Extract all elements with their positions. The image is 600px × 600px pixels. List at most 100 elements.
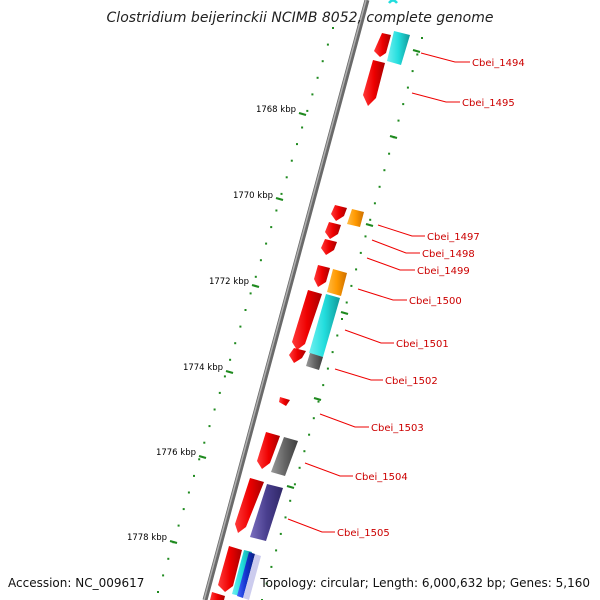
cog-box[interactable] xyxy=(250,484,283,541)
cds-arrow[interactable] xyxy=(218,546,242,592)
ring-dot xyxy=(193,474,195,477)
accession-label: Accession: NC_009617 xyxy=(8,576,144,590)
ring-dot xyxy=(316,76,319,79)
gene-label[interactable]: Cbei_1499 xyxy=(417,266,470,277)
cds-arrow[interactable] xyxy=(257,432,280,469)
gene-label[interactable]: Cbei_1503 xyxy=(371,423,424,434)
ring-dot xyxy=(270,565,273,568)
cds-arrow[interactable] xyxy=(210,592,225,600)
ring-dot xyxy=(280,192,283,195)
ring-dot xyxy=(249,292,252,295)
genome-summary: Topology: circular; Length: 6,000,632 bp… xyxy=(259,576,590,590)
gene-label[interactable]: Cbei_1498 xyxy=(422,249,475,260)
ring-dot xyxy=(332,27,334,29)
ring-dot xyxy=(336,334,339,337)
ring-dot xyxy=(341,318,343,320)
cog-box[interactable] xyxy=(327,269,347,296)
tick-label: 1778 kbp xyxy=(127,533,167,543)
gene-label[interactable]: Cbei_1495 xyxy=(462,98,515,109)
cds-arrow[interactable] xyxy=(363,60,385,106)
cds-arrow[interactable] xyxy=(331,205,347,221)
outer-dotted-ring xyxy=(157,27,334,593)
ring-dot xyxy=(350,284,353,287)
ring-dot xyxy=(326,367,329,370)
ring-dot xyxy=(162,574,165,577)
cog-box[interactable] xyxy=(387,31,410,65)
ring-dot xyxy=(157,591,159,593)
ring-dot xyxy=(326,43,329,46)
cog-box[interactable] xyxy=(309,294,340,357)
ring-dot xyxy=(378,185,381,188)
cog-box[interactable] xyxy=(347,209,364,227)
ring-dot xyxy=(254,275,257,278)
gene-label[interactable]: Cbei_1501 xyxy=(396,339,449,350)
cds-arrow[interactable] xyxy=(321,239,337,255)
tick-mark xyxy=(198,454,207,460)
ring-dot xyxy=(223,375,226,378)
ring-dot xyxy=(306,109,309,112)
cds-arrow[interactable] xyxy=(314,265,330,287)
ring-dot xyxy=(275,209,278,212)
ring-dot xyxy=(259,259,262,262)
ring-dot xyxy=(303,450,306,453)
cog-box[interactable] xyxy=(306,353,323,370)
ring-dot xyxy=(244,309,247,311)
cds-arrow[interactable] xyxy=(279,397,290,406)
gene-label[interactable]: Cbei_1505 xyxy=(337,528,390,539)
cds-features xyxy=(210,33,391,600)
ring-dot xyxy=(203,441,206,444)
ring-dot xyxy=(167,557,170,560)
scale-ticks xyxy=(169,111,307,545)
ring-dot xyxy=(369,218,372,221)
ring-dot xyxy=(239,325,242,328)
ring-dot xyxy=(275,549,278,552)
ring-dot xyxy=(284,516,287,519)
tick-label: 1772 kbp xyxy=(209,277,249,287)
gene-label[interactable]: Cbei_1504 xyxy=(355,472,408,483)
ring-dot xyxy=(364,235,367,238)
map-title: Clostridium beijerinckii NCIMB 8052, com… xyxy=(107,10,494,26)
ring-dot xyxy=(279,532,282,535)
ring-dot xyxy=(298,466,301,469)
cds-arrow[interactable] xyxy=(292,290,322,350)
cds-arrow[interactable] xyxy=(325,222,341,239)
cog-box[interactable] xyxy=(237,552,255,598)
outer-tick-marks xyxy=(286,48,421,490)
feature-fragment xyxy=(388,0,398,4)
cog-box[interactable] xyxy=(243,554,261,600)
ring-dot xyxy=(317,400,320,403)
ring-dot xyxy=(359,251,362,254)
ring-dot xyxy=(421,37,423,39)
ring-dot xyxy=(296,143,298,146)
ring-dot xyxy=(265,242,268,245)
tick-mark xyxy=(169,539,178,545)
ring-dot xyxy=(345,301,348,304)
ring-dot xyxy=(388,152,391,155)
ring-dot xyxy=(293,483,296,486)
ring-dot xyxy=(397,119,400,122)
cds-arrow[interactable] xyxy=(374,33,391,57)
tick-label: 1768 kbp xyxy=(256,105,296,115)
cds-arrow[interactable] xyxy=(235,478,264,533)
tick-label: 1774 kbp xyxy=(183,363,223,373)
ring-dot xyxy=(308,433,311,436)
gene-label[interactable]: Cbei_1502 xyxy=(385,376,438,387)
gene-labels: Cbei_1494 Cbei_1495 Cbei_1497 Cbei_1498 … xyxy=(337,58,525,539)
ring-dot xyxy=(355,268,358,271)
tick-mark xyxy=(275,196,284,202)
gene-label[interactable]: Cbei_1494 xyxy=(472,58,525,69)
ring-dot xyxy=(406,86,409,89)
ring-dot xyxy=(265,582,268,585)
ring-dot xyxy=(208,425,211,428)
cds-arrow[interactable] xyxy=(289,348,306,363)
ring-dot xyxy=(416,53,419,56)
backbone xyxy=(202,0,370,600)
ring-dot xyxy=(229,358,232,361)
tick-label: 1770 kbp xyxy=(233,191,273,201)
gene-label[interactable]: Cbei_1497 xyxy=(427,232,480,243)
cog-features xyxy=(232,31,410,600)
ring-dot xyxy=(182,508,185,511)
ring-dot xyxy=(311,93,314,96)
cog-box[interactable] xyxy=(271,437,298,476)
gene-label[interactable]: Cbei_1500 xyxy=(409,296,462,307)
